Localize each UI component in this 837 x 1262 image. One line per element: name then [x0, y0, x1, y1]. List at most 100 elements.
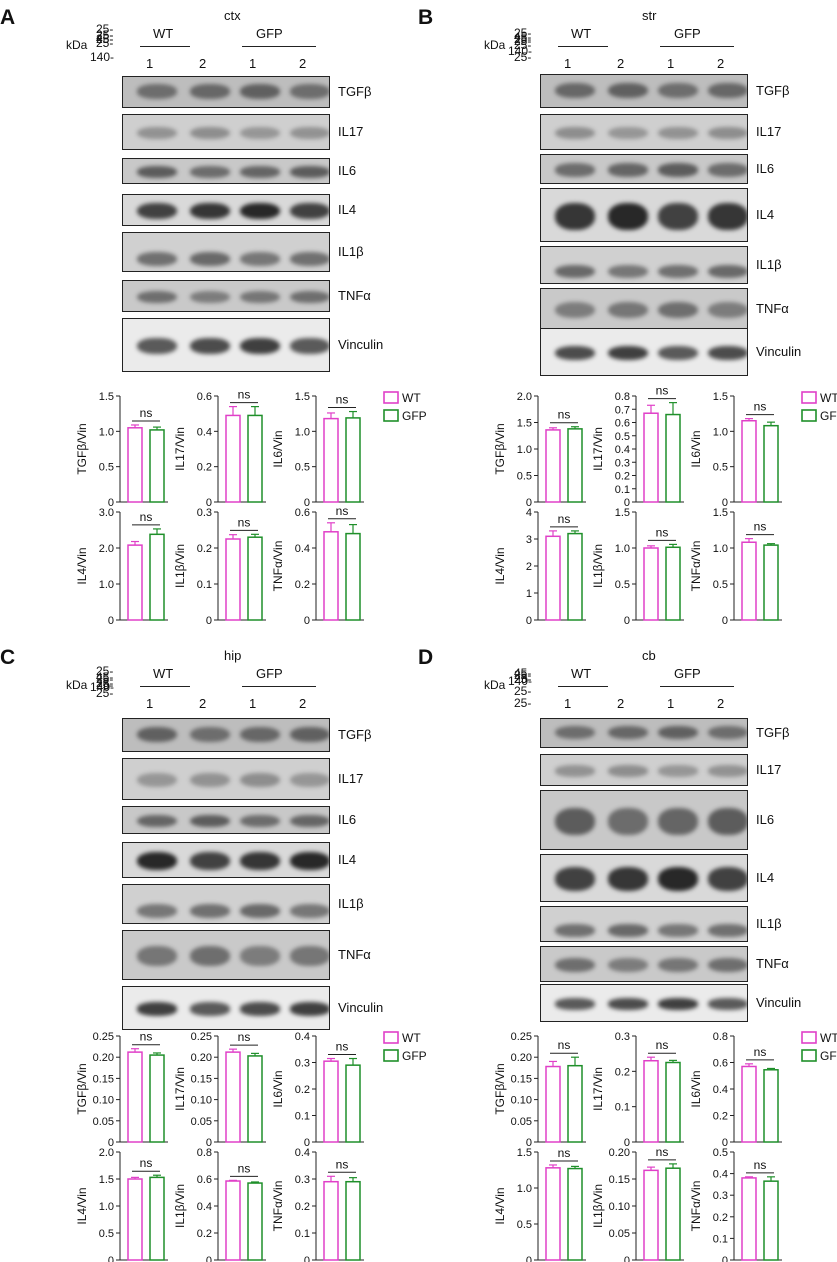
bar-chart: 0 0.5 1.0 1.5 TNFα/Vin ns — [689, 507, 782, 627]
y-axis-label: IL17/Vin — [591, 427, 605, 471]
y-tick-label: 2.0 — [99, 1147, 114, 1159]
y-tick-label: 2 — [526, 561, 532, 573]
significance-label: ns — [656, 1038, 669, 1052]
significance-label: ns — [238, 1161, 251, 1175]
molecular-weight-marker: 45- — [514, 30, 532, 44]
molecular-weight-marker: 25- — [514, 32, 532, 46]
group-label: WT — [571, 26, 592, 41]
protein-label: Vinculin — [756, 995, 802, 1010]
molecular-weight-marker: 45- — [96, 670, 114, 684]
y-axis-label: TGFβ/Vin — [75, 423, 89, 474]
western-blot-3 — [122, 842, 330, 878]
y-tick-label: 1.0 — [99, 426, 114, 438]
significance-label: ns — [656, 1145, 669, 1159]
molecular-weight-marker: 25- — [514, 672, 532, 686]
y-tick-label: 0.10 — [191, 1095, 212, 1107]
bar — [323, 1180, 339, 1261]
molecular-weight-marker: 25- — [96, 678, 114, 692]
bar — [763, 1069, 779, 1143]
y-tick-label: 0.5 — [615, 431, 630, 443]
y-tick-label: 0 — [624, 1137, 630, 1149]
bar-chart: 0 0.5 1.0 1.5 IL1β/Vin ns — [591, 507, 684, 627]
western-blot-2 — [540, 790, 748, 850]
bar-chart: 0 0.2 0.4 0.6 0.8 IL6/Vin ns — [689, 1031, 782, 1149]
y-tick-label: 0.15 — [609, 1174, 630, 1186]
molecular-weight-marker: 25- — [96, 36, 114, 50]
y-tick-label: 0.2 — [197, 1228, 212, 1240]
bar — [567, 1167, 583, 1261]
y-axis-label: IL4/Vin — [75, 1187, 89, 1224]
protein-label: IL1β — [756, 257, 782, 272]
molecular-weight-marker: 25- — [514, 696, 532, 710]
y-tick-label: 0.1 — [615, 484, 630, 496]
legend-label: WT — [402, 391, 421, 405]
blot-band — [137, 337, 177, 355]
y-tick-label: 1.5 — [517, 1147, 532, 1159]
bar-chart: 0 1.0 2.0 3.0 IL4/Vin ns — [75, 507, 168, 627]
molecular-weight-marker: 25- — [96, 686, 114, 700]
bar-charts: 00.050.100.150.200.25TGFβ/Vinns00.050.10… — [75, 1030, 427, 1262]
bar — [247, 536, 263, 621]
western-blot-5 — [540, 288, 748, 330]
protein-label: IL6 — [756, 812, 775, 827]
legend-label: GFP — [402, 1049, 427, 1063]
y-tick-label: 0.5 — [295, 462, 310, 474]
lane-label: 1 — [667, 56, 675, 71]
blot-band — [608, 725, 648, 740]
y-tick-label: 1.0 — [99, 1201, 114, 1213]
blot-band — [137, 726, 177, 742]
y-tick-label: 0.05 — [511, 1116, 532, 1128]
bar — [665, 413, 681, 503]
y-tick-label: 0.1 — [615, 1102, 630, 1114]
western-blot-2 — [122, 806, 330, 834]
y-tick-label: 0 — [108, 497, 114, 509]
legend-label: WT — [402, 1031, 421, 1045]
molecular-weight-marker: 45- — [514, 666, 532, 680]
y-tick-label: 0 — [722, 1255, 728, 1262]
molecular-weight-marker: 25- — [96, 28, 114, 42]
molecular-weight-marker: 25- — [514, 38, 532, 52]
y-tick-label: 0 — [206, 497, 212, 509]
blot-band — [708, 163, 747, 177]
blot-band — [658, 998, 698, 1010]
western-blot-4 — [122, 232, 330, 272]
y-tick-label: 0.3 — [295, 1174, 310, 1186]
y-axis-label: IL6/Vin — [689, 430, 703, 467]
legend-swatch — [383, 409, 399, 422]
y-tick-label: 0.15 — [93, 1073, 114, 1085]
lane-label: 2 — [199, 696, 207, 711]
y-tick-label: 0.1 — [713, 1233, 728, 1245]
bar-chart: 0 0.1 0.2 0.3 IL1β/Vin ns — [173, 507, 266, 627]
western-blot-4 — [540, 906, 748, 942]
blot-band — [608, 807, 648, 835]
bar-chart: 0 0.5 1.0 1.5 TGFβ/Vin ns — [75, 391, 168, 509]
blot-band — [290, 772, 329, 788]
blot-band — [240, 203, 280, 219]
y-tick-label: 0.5 — [713, 462, 728, 474]
blot-band — [190, 290, 230, 304]
bar — [741, 1065, 757, 1143]
bar-chart: 0 0.5 1.0 1.5 IL6/Vin ns — [689, 391, 782, 509]
y-tick-label: 0.5 — [517, 1219, 532, 1231]
protein-label: IL6 — [338, 812, 357, 827]
significance-label: ns — [140, 1156, 153, 1170]
y-axis-label: IL4/Vin — [493, 547, 507, 584]
molecular-weight-marker: 25- — [96, 22, 114, 36]
significance-label: ns — [754, 1045, 767, 1059]
y-axis-label: TNFα/Vin — [689, 541, 703, 592]
y-tick-label: 0.5 — [99, 462, 114, 474]
y-tick-label: 0.5 — [713, 579, 728, 591]
y-tick-label: 4 — [526, 507, 532, 519]
blot-band — [555, 924, 595, 937]
blot-band — [137, 84, 177, 99]
molecular-weight-marker: 45- — [96, 32, 114, 46]
molecular-weight-marker: 25- — [96, 32, 114, 46]
significance-label: ns — [336, 1040, 349, 1054]
bar — [567, 428, 583, 503]
blot-band — [190, 126, 230, 140]
legend-label: GFP — [820, 1049, 837, 1063]
significance-label: ns — [754, 400, 767, 414]
molecular-weight-marker: 25- — [514, 34, 532, 48]
blot-band — [708, 202, 747, 230]
